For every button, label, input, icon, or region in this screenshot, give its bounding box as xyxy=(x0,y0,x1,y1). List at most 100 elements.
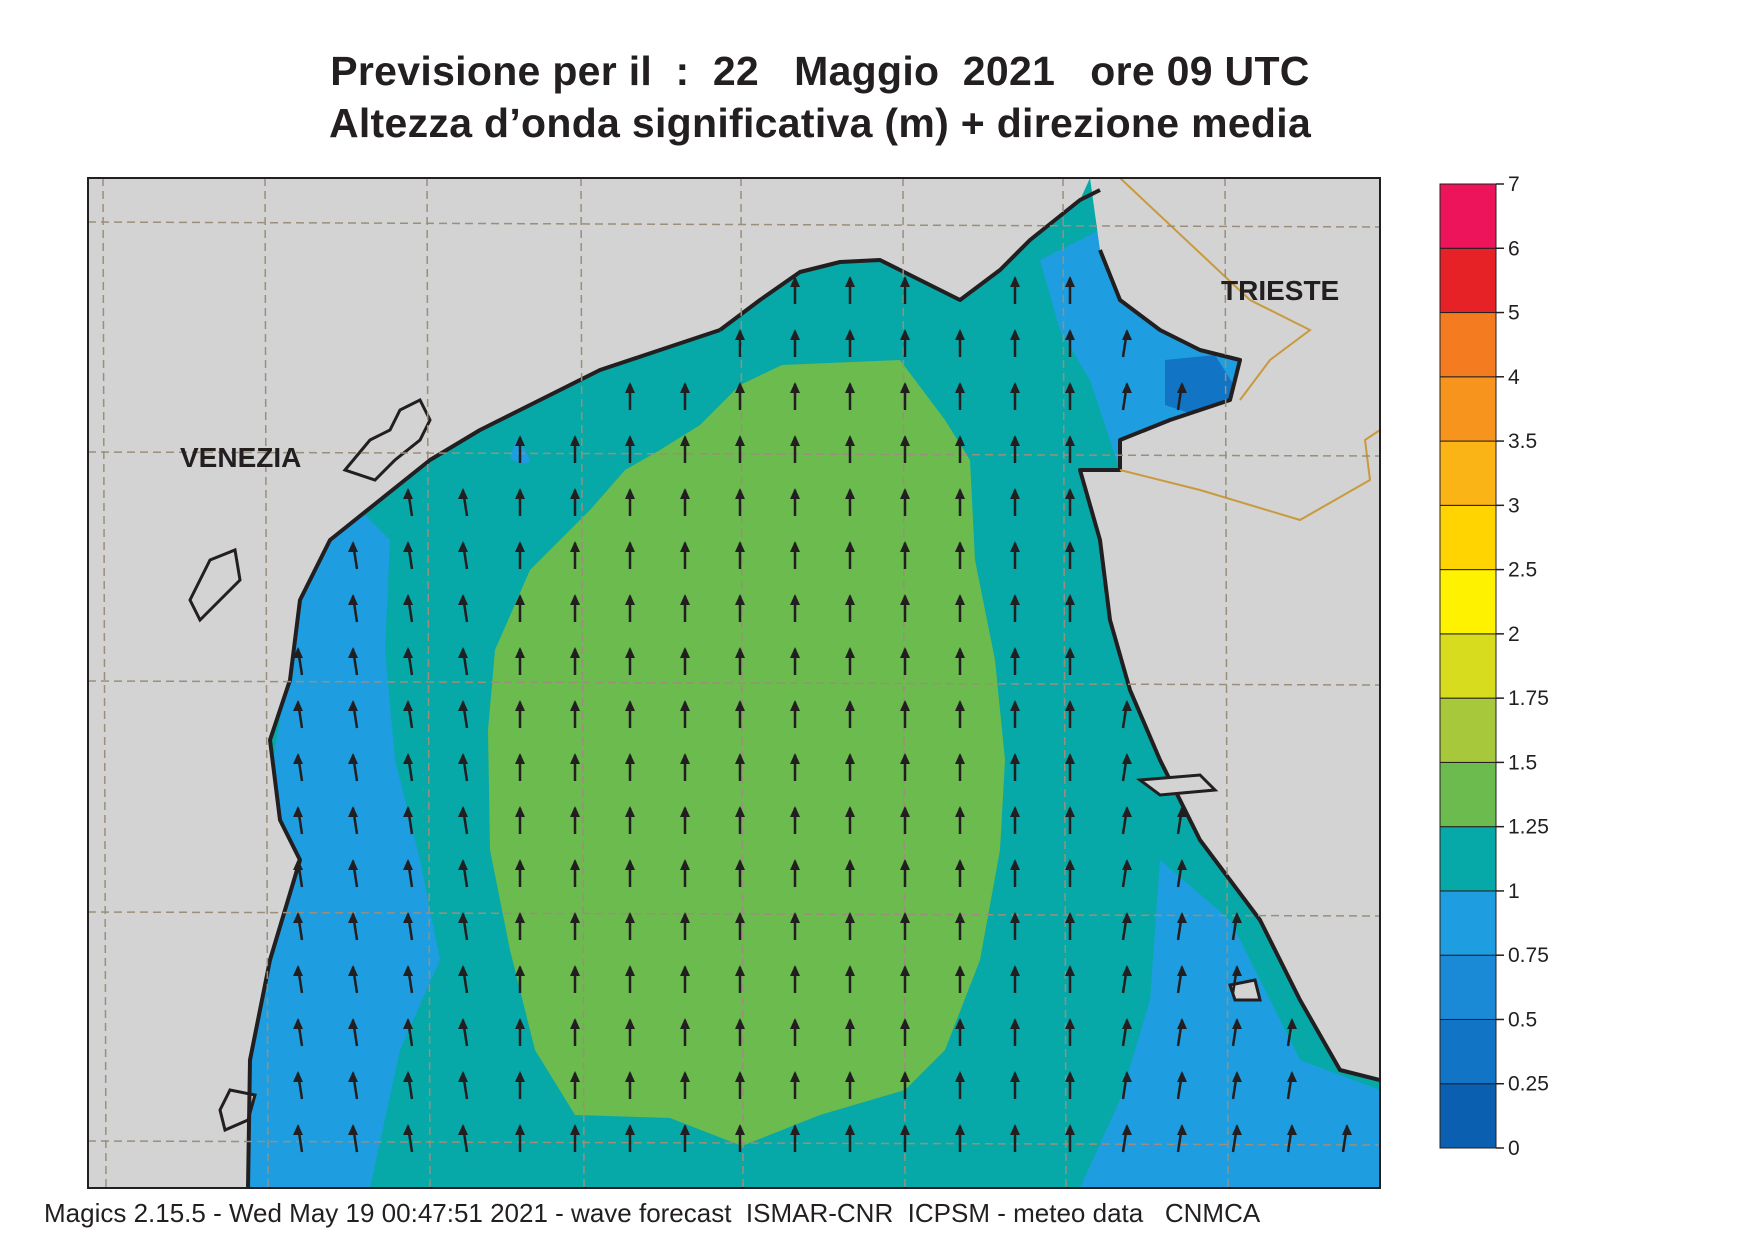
wave-arrow-head xyxy=(955,912,965,923)
wave-arrow-head xyxy=(735,700,745,711)
wave-arrow-head xyxy=(680,912,690,923)
wave-arrow-head xyxy=(570,647,580,658)
wave-arrow-head xyxy=(735,329,745,340)
national-border xyxy=(1119,178,1380,522)
wave-arrow-head xyxy=(845,541,855,552)
wave-arrow-head xyxy=(735,1124,745,1135)
wave-arrow-head xyxy=(735,753,745,764)
wave-arrow-head xyxy=(293,859,303,870)
wave-arrow-head xyxy=(625,700,635,711)
wave-arrow-head xyxy=(955,1124,965,1135)
wave-arrow-head xyxy=(1065,859,1075,870)
colorbar-swatch xyxy=(1439,376,1497,442)
colorbar-label: 5 xyxy=(1508,302,1520,325)
wave-arrow-head xyxy=(845,329,855,340)
wave-arrow-head xyxy=(790,859,800,870)
colorbar-label: 6 xyxy=(1508,237,1520,260)
wave-arrow-head xyxy=(1065,1071,1075,1082)
wave-arrow-head xyxy=(900,965,910,976)
wave-arrow-head xyxy=(1342,1124,1352,1135)
wave-arrow-head xyxy=(680,541,690,552)
wave-arrow-head xyxy=(790,541,800,552)
wave-arrow-head xyxy=(1010,541,1020,552)
wave-arrow-head xyxy=(680,1018,690,1029)
colorbar-swatch xyxy=(1439,312,1497,378)
wave-arrow-head xyxy=(845,647,855,658)
colorbar-swatch xyxy=(1439,890,1497,956)
wave-arrow-head xyxy=(680,1071,690,1082)
wave-arrow-head xyxy=(625,594,635,605)
wave-arrow-head xyxy=(900,647,910,658)
wave-arrow-head xyxy=(790,806,800,817)
wave-arrow-head xyxy=(1065,806,1075,817)
colorbar-swatch xyxy=(1439,826,1497,892)
wave-arrow-head xyxy=(845,488,855,499)
wave-arrow-head xyxy=(790,647,800,658)
wave-arrow-head xyxy=(845,594,855,605)
wave-arrow-head xyxy=(1177,1124,1187,1135)
wave-arrow-head xyxy=(955,753,965,764)
wave-arrow-head xyxy=(955,435,965,446)
wave-arrow-head xyxy=(1177,859,1187,870)
wave-arrow-head xyxy=(515,700,525,711)
wave-arrow-head xyxy=(790,382,800,393)
wave-arrow-head xyxy=(570,541,580,552)
wave-arrow-head xyxy=(458,753,468,764)
wave-arrow-head xyxy=(845,435,855,446)
wave-arrow-head xyxy=(1065,965,1075,976)
wave-arrow-head xyxy=(458,647,468,658)
wave-zone-west xyxy=(250,510,440,1188)
wave-arrow-head xyxy=(348,1018,358,1029)
wave-zone-southeast xyxy=(1080,860,1380,1188)
wave-arrow-head xyxy=(900,753,910,764)
wave-arrow-head xyxy=(735,1071,745,1082)
wave-arrow-head xyxy=(348,647,358,658)
wave-arrow-head xyxy=(570,965,580,976)
wave-arrow-head xyxy=(735,647,745,658)
wave-arrow-head xyxy=(1010,753,1020,764)
wave-arrow-head xyxy=(735,806,745,817)
wave-arrow-head xyxy=(1010,806,1020,817)
wave-arrow-head xyxy=(955,859,965,870)
graticule xyxy=(88,178,1380,1188)
lagoon-island xyxy=(188,547,242,623)
wave-arrow-head xyxy=(458,1018,468,1029)
wave-arrow-head xyxy=(845,1124,855,1135)
wave-arrow-head xyxy=(955,1018,965,1029)
wave-arrow-head xyxy=(515,753,525,764)
wave-arrow-head xyxy=(680,859,690,870)
wave-arrow-head xyxy=(955,594,965,605)
wave-arrow-head xyxy=(1065,753,1075,764)
wave-arrow-head xyxy=(293,1018,303,1029)
wave-arrow-head xyxy=(293,700,303,711)
wave-arrow-head xyxy=(1122,1124,1132,1135)
wave-arrow-head xyxy=(625,541,635,552)
wave-arrow-head xyxy=(570,435,580,446)
wave-arrow-head xyxy=(1065,594,1075,605)
wave-arrow-head xyxy=(458,912,468,923)
wave-arrow-head xyxy=(955,382,965,393)
colorbar-label: 3 xyxy=(1508,494,1520,517)
wave-arrow-head xyxy=(1122,753,1132,764)
wave-arrow-head xyxy=(625,382,635,393)
wave-arrow-head xyxy=(1232,912,1242,923)
place-label-trieste: TRIESTE xyxy=(1221,275,1339,306)
wave-arrow-head xyxy=(1232,965,1242,976)
wave-arrow-head xyxy=(900,859,910,870)
wave-arrow-head xyxy=(1010,382,1020,393)
wave-arrow-head xyxy=(570,700,580,711)
wave-arrow-head xyxy=(735,382,745,393)
wave-arrow-head xyxy=(845,382,855,393)
wave-arrow-head xyxy=(515,1018,525,1029)
wave-arrow-head xyxy=(403,700,413,711)
wave-arrow-head xyxy=(515,435,525,446)
wave-arrow-head xyxy=(1232,1124,1242,1135)
wave-arrow-head xyxy=(1010,329,1020,340)
wave-arrow-head xyxy=(1065,541,1075,552)
wave-arrow-head xyxy=(735,435,745,446)
wave-arrow-head xyxy=(1232,1018,1242,1029)
wave-arrow-head xyxy=(348,859,358,870)
wave-arrow-head xyxy=(1177,1071,1187,1082)
wave-arrow-head xyxy=(790,594,800,605)
